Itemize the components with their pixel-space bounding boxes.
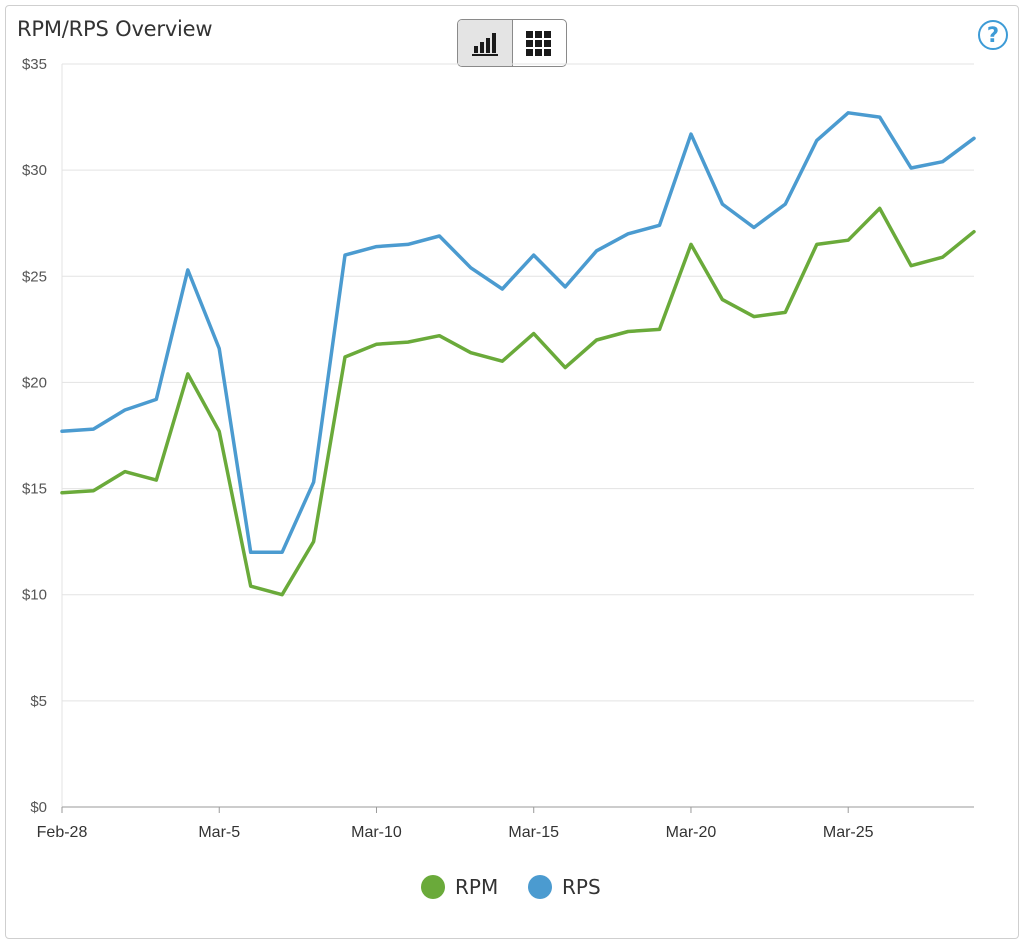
- table-view-button[interactable]: [513, 20, 567, 66]
- y-tick-label: $35: [22, 56, 47, 73]
- series-line-rps[interactable]: [60, 111, 976, 555]
- x-tick-label: Mar-20: [666, 824, 717, 841]
- x-tick-label: Feb-28: [37, 824, 88, 841]
- chart-title: RPM/RPS Overview: [17, 17, 213, 41]
- legend-item-rps[interactable]: RPS: [528, 875, 601, 899]
- bar-chart-icon: [471, 33, 498, 56]
- y-tick-label: $30: [22, 162, 47, 179]
- x-tick-label: Mar-5: [198, 824, 240, 841]
- help-icon[interactable]: ?: [978, 20, 1008, 50]
- y-tick-label: $0: [30, 799, 47, 816]
- legend-marker: [528, 875, 552, 899]
- y-tick-label: $5: [30, 693, 47, 710]
- view-toggle: [457, 19, 567, 67]
- legend: RPM RPS: [421, 875, 601, 899]
- y-tick-label: $15: [22, 481, 47, 498]
- legend-marker: [421, 875, 445, 899]
- axes: $0 $5 $10 $15 $20 $25 $30 $35 Feb-28 Mar-5 Mar-10 M…: [22, 56, 974, 841]
- legend-item-rpm[interactable]: RPM: [421, 875, 498, 899]
- x-tick-label: Mar-25: [823, 824, 874, 841]
- chart-view-button[interactable]: [458, 20, 512, 66]
- x-tick-label: Mar-15: [508, 824, 559, 841]
- y-tick-label: $25: [22, 268, 47, 285]
- y-tick-label: $20: [22, 374, 47, 391]
- series-line-rpm[interactable]: [60, 206, 976, 597]
- legend-label: RPM: [455, 875, 498, 899]
- series-lines: [60, 111, 976, 597]
- x-tick-label: Mar-10: [351, 824, 402, 841]
- grid-lines: [62, 63, 974, 702]
- grid-table-icon: [526, 31, 552, 56]
- legend-label: RPS: [562, 875, 601, 899]
- chart-panel: [5, 5, 1019, 939]
- y-tick-label: $10: [22, 587, 47, 604]
